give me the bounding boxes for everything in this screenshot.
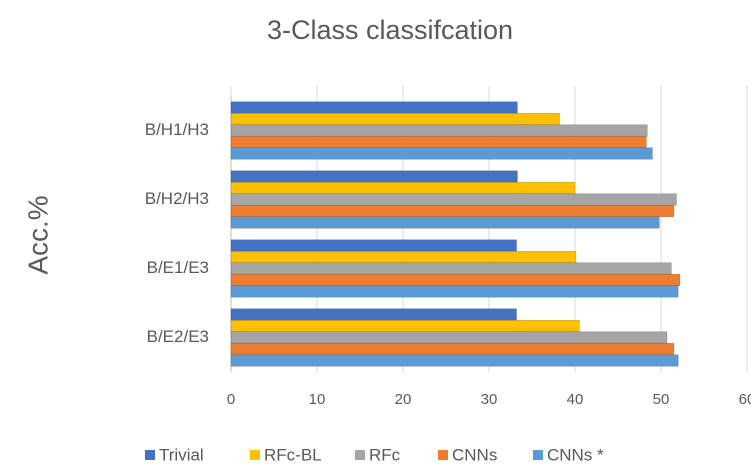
bar — [230, 342, 675, 356]
legend-swatch — [533, 450, 543, 460]
bar — [230, 331, 668, 344]
y-tick-label: B/E1/E3 — [147, 258, 209, 277]
legend-swatch — [145, 450, 155, 460]
legend-label: RFc-BL — [264, 445, 322, 464]
legend-swatch — [250, 450, 260, 460]
bar — [230, 354, 679, 367]
bar — [230, 262, 672, 275]
x-tick-label: 50 — [653, 391, 670, 408]
legend-swatch — [438, 450, 448, 460]
x-tick-label: 10 — [309, 391, 326, 408]
legend-label: RFc — [369, 445, 401, 464]
x-tick-label: 0 — [227, 391, 235, 408]
x-tick-label: 60 — [739, 391, 751, 408]
bar — [230, 170, 518, 183]
x-tick-label: 30 — [481, 391, 498, 408]
legend-label: Trivial — [159, 445, 204, 464]
bar — [230, 193, 677, 206]
legend-swatch — [355, 450, 365, 460]
y-tick-label: B/H1/H3 — [145, 120, 209, 139]
bar — [230, 285, 679, 298]
y-tick-label: B/E2/E3 — [147, 327, 209, 346]
bar — [230, 250, 577, 264]
bar — [230, 216, 660, 229]
bar — [230, 101, 518, 114]
bar — [230, 181, 576, 195]
bar — [230, 112, 560, 126]
axis-label: Acc.% — [22, 195, 53, 274]
bar — [230, 273, 681, 287]
y-tick-label: B/H2/H3 — [145, 189, 209, 208]
legend-label: CNNs — [452, 445, 497, 464]
bar — [230, 204, 675, 218]
bar — [230, 147, 653, 160]
legend-label: CNNs * — [547, 445, 604, 464]
x-tick-label: 20 — [395, 391, 412, 408]
bar — [230, 308, 517, 321]
bar — [230, 319, 580, 333]
bar — [230, 239, 517, 252]
chart-title: 3-Class classifcation — [267, 15, 513, 45]
bar — [230, 124, 648, 137]
x-tick-label: 40 — [567, 391, 584, 408]
bar — [230, 135, 647, 149]
